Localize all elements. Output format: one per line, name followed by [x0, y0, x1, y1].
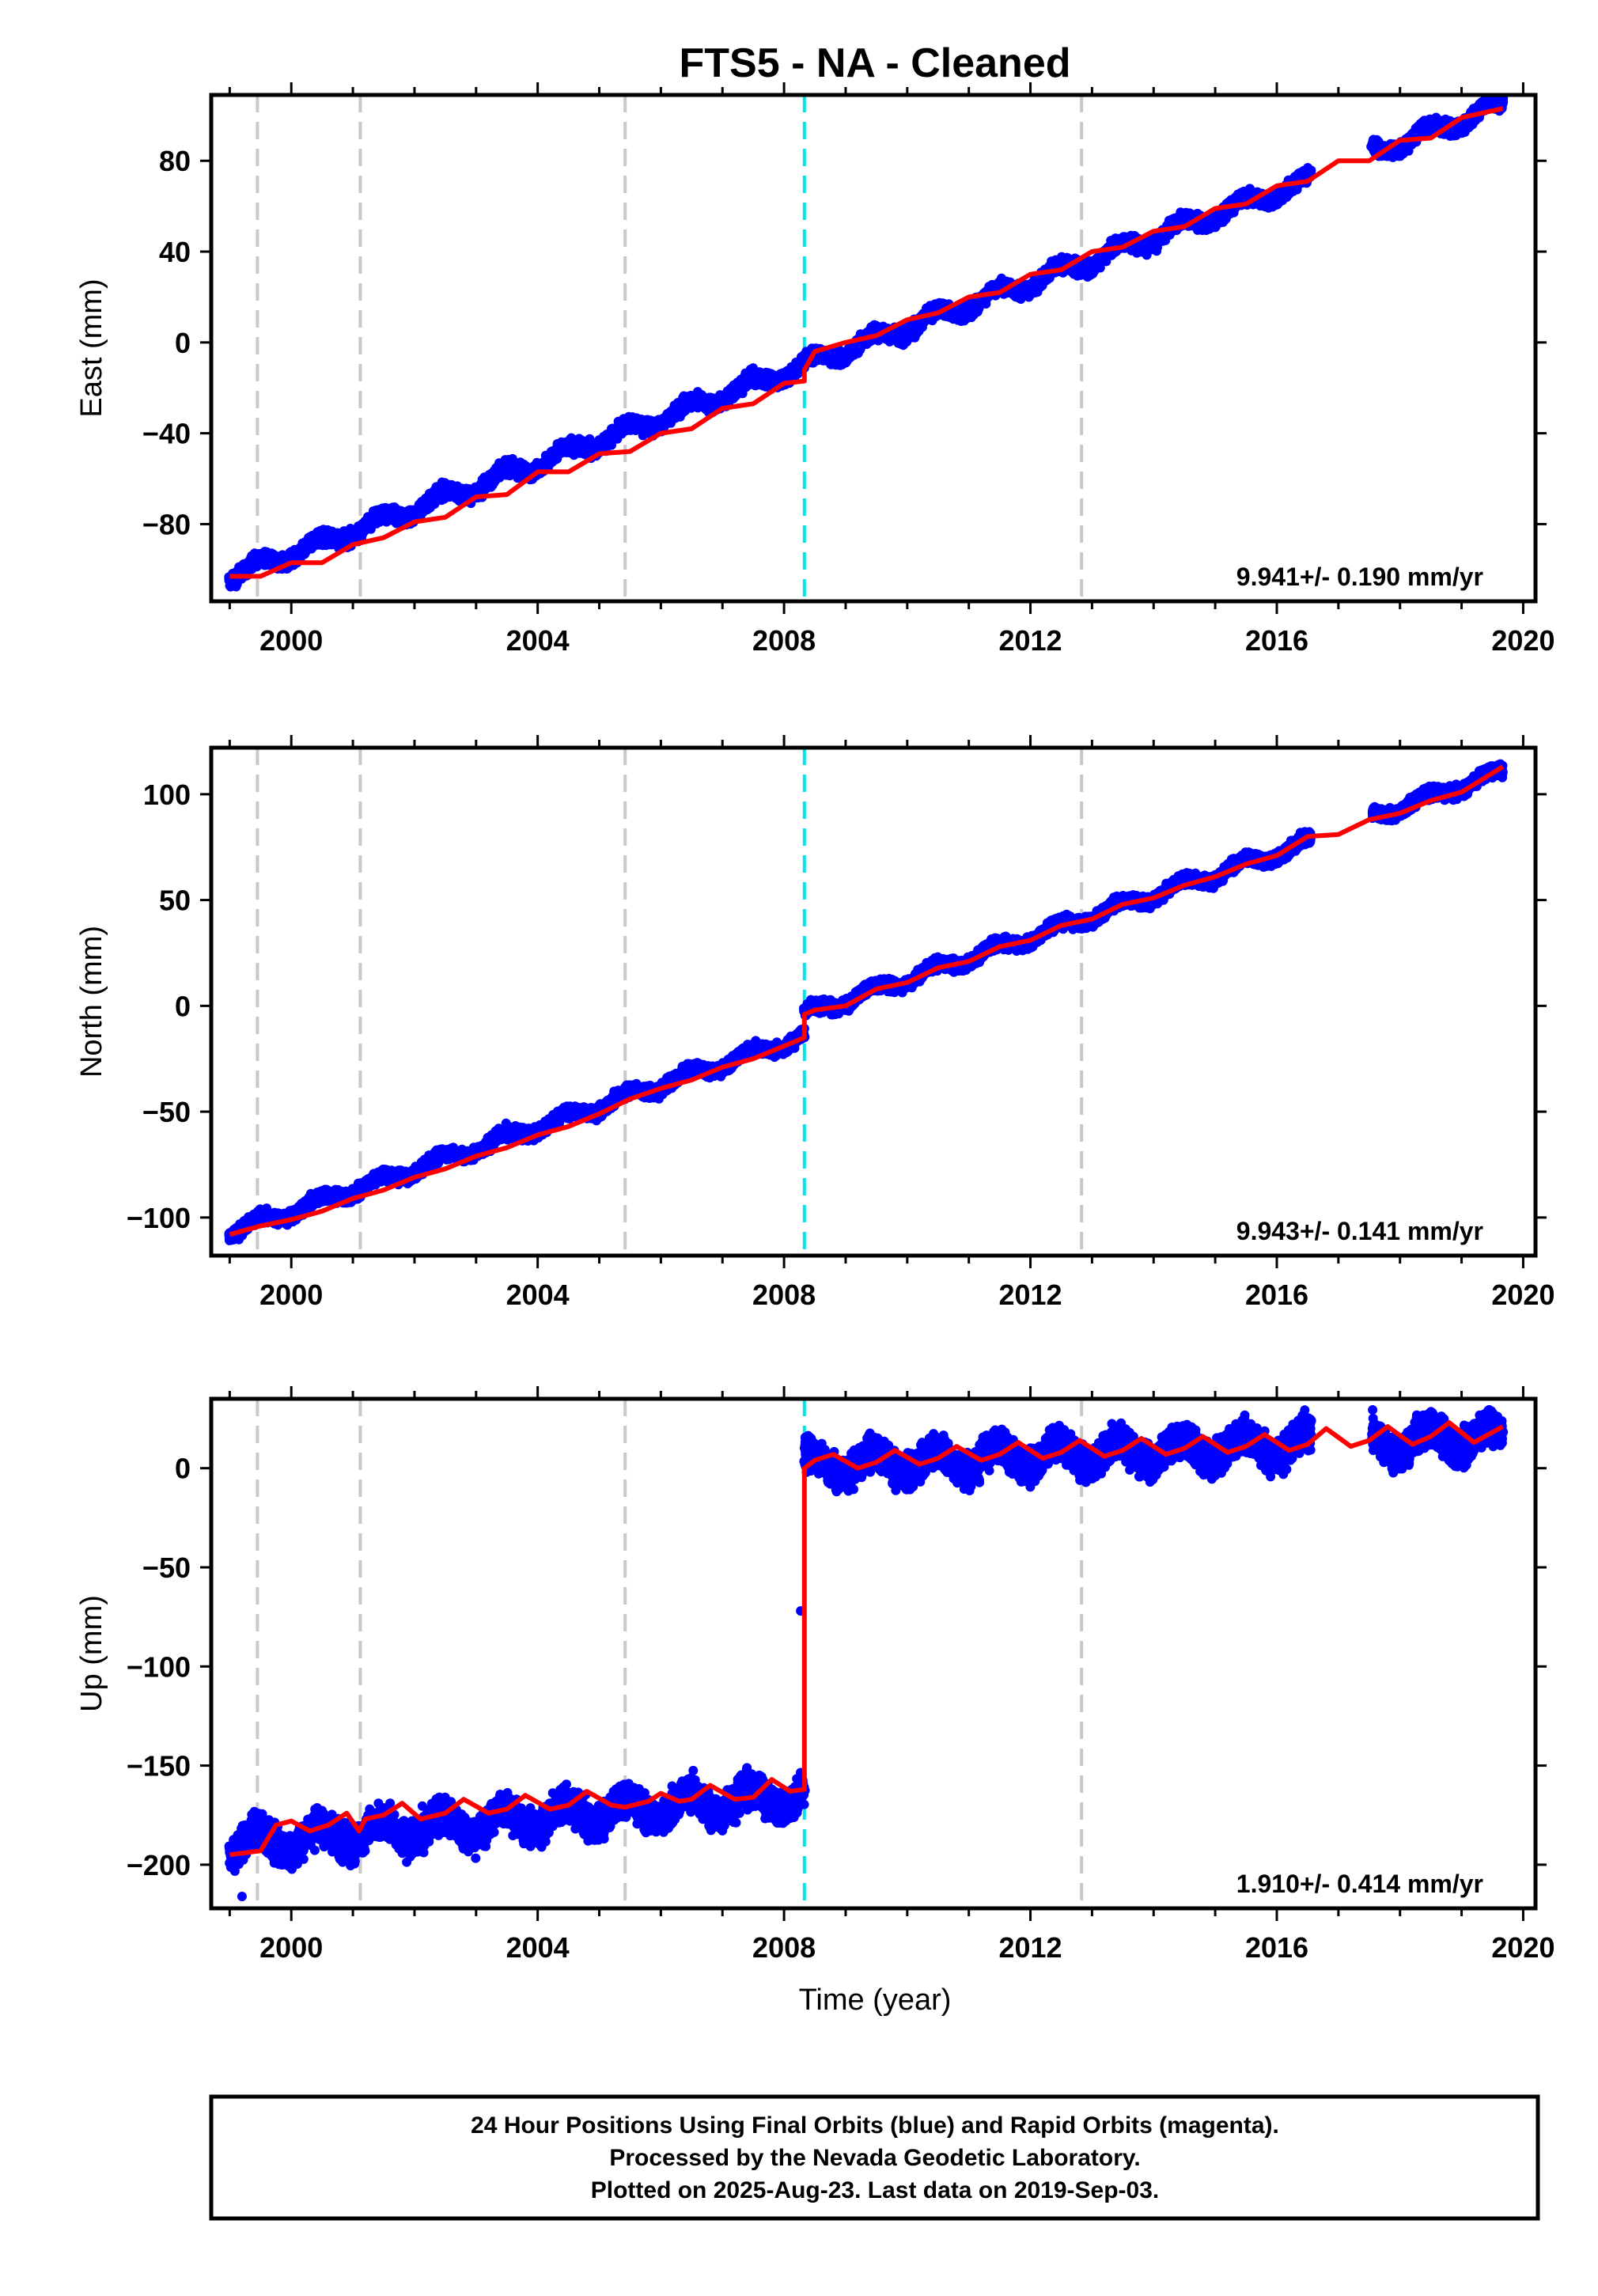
chart-title: FTS5 - NA - Cleaned: [679, 40, 1070, 86]
data-points: [224, 95, 1509, 592]
